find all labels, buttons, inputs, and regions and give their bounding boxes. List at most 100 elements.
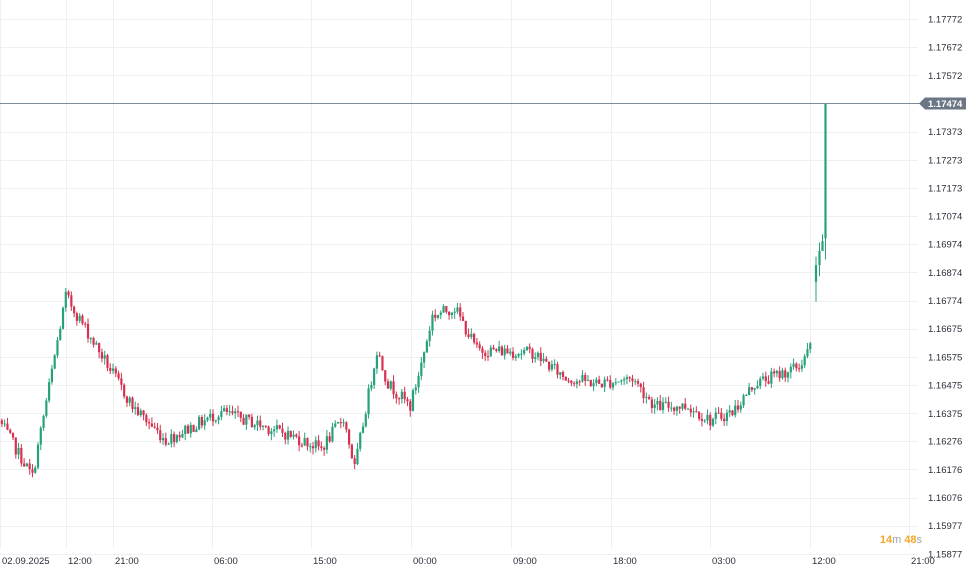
candle-bearish [767, 375, 770, 385]
candle-bearish [120, 372, 123, 391]
candle-bearish [323, 446, 326, 456]
candle-bearish [561, 370, 565, 381]
candle-bearish [600, 383, 603, 388]
candle-body [286, 430, 290, 440]
candle-body [11, 432, 15, 438]
candle-body [289, 430, 292, 437]
price-label-background [919, 97, 966, 110]
candle-body [264, 425, 267, 427]
candle-body [434, 314, 437, 318]
candle-body [506, 348, 509, 354]
candle-bearish [320, 441, 323, 452]
candle-bearish [667, 396, 670, 412]
candle-body [353, 458, 356, 464]
candle-body [214, 420, 217, 422]
candle-body [273, 429, 276, 432]
candle-body [23, 463, 26, 467]
candle-body [253, 425, 256, 428]
candle-bearish [125, 395, 129, 407]
candle-bearish [28, 458, 31, 475]
candle-bearish [353, 455, 356, 470]
candle-body [161, 438, 165, 441]
candle-body [364, 414, 367, 427]
candle-bullish [39, 426, 42, 451]
candle-body [578, 381, 581, 383]
candle-bullish [439, 310, 442, 320]
candle-bearish [150, 417, 154, 428]
candle-body [92, 338, 95, 345]
candle-bearish [250, 413, 254, 428]
candle-body [686, 408, 690, 410]
candle-bearish [23, 457, 26, 467]
candle-bearish [689, 404, 692, 417]
candle-bullish [103, 350, 106, 365]
candle-body [489, 347, 492, 357]
candle-bearish [445, 305, 448, 314]
candle-body [681, 403, 684, 409]
candle-bullish [759, 376, 762, 390]
candle-bearish [267, 425, 270, 437]
timer-minutes-unit: m [892, 534, 901, 546]
candle-body [545, 358, 548, 362]
candle-bullish [36, 442, 40, 470]
candle-bearish [328, 432, 331, 444]
x-tick-label: 06:00 [214, 556, 238, 567]
candle-body [328, 436, 331, 442]
candle-body [623, 379, 626, 381]
y-tick-label: 1.17373 [928, 127, 962, 138]
candle-bullish [821, 234, 824, 252]
x-tick-label: 09:00 [513, 556, 537, 567]
candle-body [100, 352, 104, 359]
candle-body [625, 377, 629, 380]
candle-bearish [511, 347, 515, 361]
candle-body [784, 370, 787, 378]
candle-bullish [625, 374, 629, 385]
candle-bearish [684, 398, 687, 411]
candle-body [192, 424, 195, 432]
candle-body [314, 440, 317, 449]
candle-bearish [298, 431, 301, 452]
candle-bullish [634, 378, 637, 386]
candle-bullish [128, 396, 131, 407]
candle-body [821, 241, 824, 252]
y-tick-label: 1.17173 [928, 184, 962, 195]
candle-body [223, 408, 226, 412]
candle-body [134, 407, 137, 409]
candle-body [375, 355, 379, 369]
candle-bullish [517, 353, 520, 359]
candle-bearish [528, 343, 531, 354]
candle-body [136, 407, 140, 416]
candle-bearish [567, 377, 570, 384]
candle-body [425, 341, 428, 353]
candle-bearish [481, 346, 484, 359]
candles-layer [0, 103, 827, 478]
candle-body [278, 425, 281, 429]
candle-bearish [123, 383, 126, 399]
candle-bullish [681, 403, 684, 411]
candle-bullish [620, 379, 623, 385]
candle-bullish [325, 430, 328, 454]
candle-body [761, 376, 765, 379]
candle-bullish [331, 422, 334, 443]
candle-body [642, 387, 645, 398]
candle-body [486, 356, 490, 358]
candle-body [661, 402, 665, 410]
price-label-text: 1.17474 [928, 99, 963, 110]
candle-bearish [248, 414, 251, 420]
candle-bullish [292, 430, 295, 440]
candle-bullish [592, 379, 595, 392]
candle-bullish [653, 398, 656, 414]
candle-bullish [553, 359, 556, 370]
candle-bullish [45, 398, 48, 418]
candle-body [786, 372, 790, 378]
candle-body [481, 348, 484, 353]
candle-bearish [673, 406, 676, 415]
candle-body [411, 390, 415, 411]
candle-body [78, 315, 81, 321]
candle-body [386, 381, 390, 389]
candle-body [456, 307, 459, 312]
candle-bearish [73, 305, 76, 318]
candle-body [611, 383, 615, 388]
